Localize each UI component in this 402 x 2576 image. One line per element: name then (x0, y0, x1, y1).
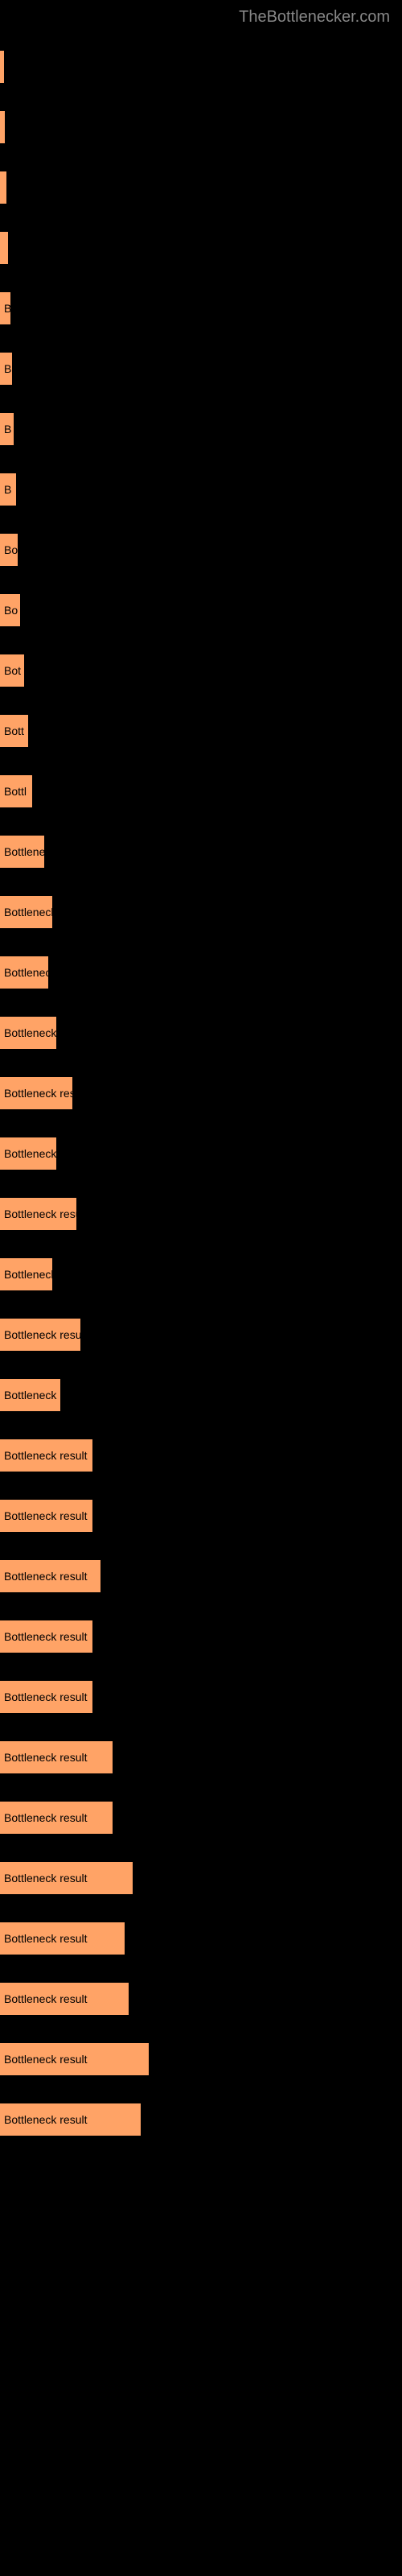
bar (0, 171, 6, 204)
bar-item: Bottleneck result (0, 1741, 402, 1773)
bar: Bottleneck (0, 956, 48, 989)
bar: Bottl (0, 775, 32, 807)
bar (0, 232, 8, 264)
bar: Bottleneck result (0, 2043, 149, 2075)
bar: B (0, 413, 14, 445)
bar-item: Bot (0, 654, 402, 687)
bar-item: Bottleneck resu (0, 1137, 402, 1170)
bar-item: Bottleneck result (0, 1500, 402, 1532)
bar: Bottleneck result (0, 1802, 113, 1834)
bar-item: Bottleneck result (0, 1439, 402, 1472)
bar-item: Bottleneck result (0, 1802, 402, 1834)
bar-item: Bottlenec (0, 836, 402, 868)
bar: Bottleneck result (0, 1198, 76, 1230)
bar: Bottleneck result (0, 1681, 92, 1713)
bar: Bott (0, 715, 28, 747)
bar: Bottleneck res (0, 896, 52, 928)
bar: Bottleneck result (0, 1741, 113, 1773)
bar: Bo (0, 594, 20, 626)
bar-item (0, 111, 402, 143)
site-header: TheBottlenecker.com (0, 0, 402, 35)
bar: Bottleneck result (0, 1077, 72, 1109)
bar-item: Bottleneck result (0, 1922, 402, 1955)
bar: Bottleneck resu (0, 1137, 56, 1170)
bar: Bottleneck result (0, 1922, 125, 1955)
bar-item: Bottleneck result (0, 1681, 402, 1713)
bar: Bo (0, 534, 18, 566)
bar-item: Bottleneck result (0, 1862, 402, 1894)
bar: B (0, 473, 16, 506)
bar-item: Bo (0, 534, 402, 566)
bar: Bottleneck result (0, 2103, 141, 2136)
bar: Bottleneck resu (0, 1379, 60, 1411)
bar-item: Bottleneck result (0, 1983, 402, 2015)
bar-item: B (0, 473, 402, 506)
bar: Bottleneck result (0, 1560, 100, 1592)
bar: Bottleneck result (0, 1439, 92, 1472)
bar: Bot (0, 654, 24, 687)
bar-item: Bottleneck result (0, 2043, 402, 2075)
bar: Bottleneck re (0, 1258, 52, 1290)
bar-item: Bottleneck resu (0, 1379, 402, 1411)
bar-item: B (0, 353, 402, 385)
bar-item: Bottleneck result (0, 1560, 402, 1592)
bar-item: Bottleneck (0, 956, 402, 989)
bar-item: Bottl (0, 775, 402, 807)
bar-item: Bottleneck result (0, 2103, 402, 2136)
bar: Bottlenec (0, 836, 44, 868)
bar-item: Bottleneck result (0, 1077, 402, 1109)
bar-item: Bott (0, 715, 402, 747)
bar: Bottleneck result (0, 1500, 92, 1532)
bar-item (0, 51, 402, 83)
bar: Bottleneck result (0, 1862, 133, 1894)
bar-item: Bottleneck result (0, 1198, 402, 1230)
bar-item: B (0, 292, 402, 324)
bar (0, 111, 5, 143)
bars-container: BBBBBoBoBotBottBottlBottlenecBottleneck … (0, 35, 402, 2180)
bar (0, 51, 4, 83)
bar-item: Bottleneck res (0, 896, 402, 928)
bar: B (0, 292, 10, 324)
bar-item: Bottleneck re (0, 1258, 402, 1290)
bar-item: B (0, 413, 402, 445)
bar: Bottleneck result (0, 1620, 92, 1653)
bar-item (0, 171, 402, 204)
bar: B (0, 353, 12, 385)
bar-item: Bottleneck resu (0, 1017, 402, 1049)
bar-item: Bottleneck result (0, 1620, 402, 1653)
bar-item: Bo (0, 594, 402, 626)
bar: Bottleneck result (0, 1983, 129, 2015)
bar-item (0, 232, 402, 264)
bar: Bottleneck resu (0, 1017, 56, 1049)
bar-item: Bottleneck result (0, 1319, 402, 1351)
bar: Bottleneck result (0, 1319, 80, 1351)
site-name: TheBottlenecker.com (239, 8, 390, 26)
